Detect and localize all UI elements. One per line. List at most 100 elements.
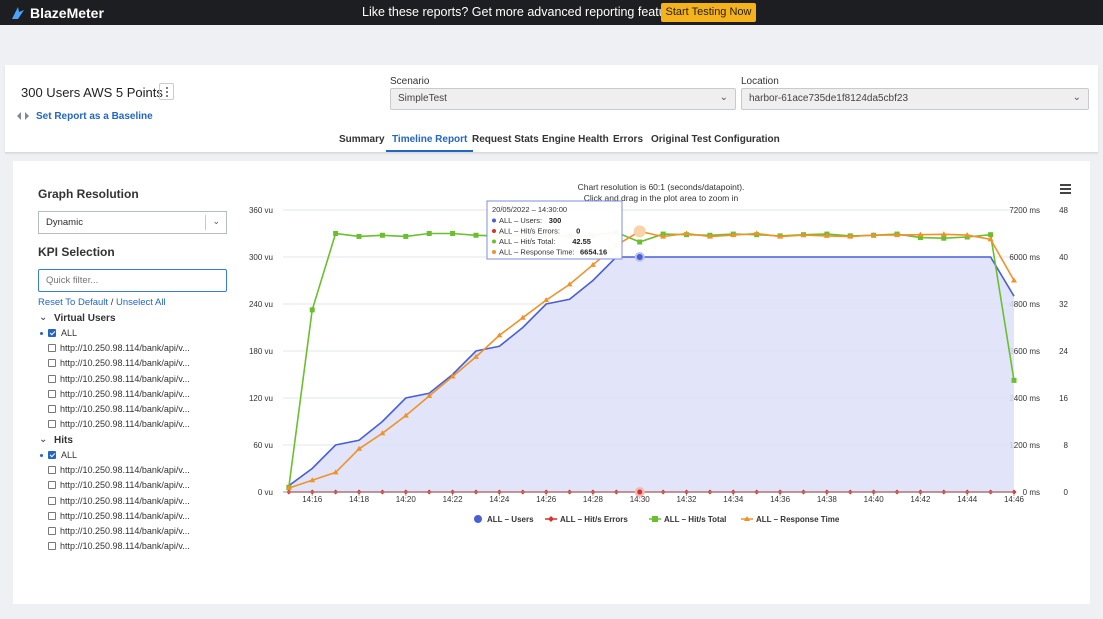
x-tick-label: 14:34 bbox=[723, 495, 744, 504]
hits-total-point bbox=[637, 239, 643, 245]
kpi-checkbox[interactable] bbox=[48, 481, 56, 490]
response-time-point bbox=[496, 332, 503, 338]
tooltip-label: ALL – Hit/s Total: bbox=[499, 237, 555, 246]
tooltip-value: 42.55 bbox=[572, 237, 591, 246]
set-baseline-link[interactable]: Set Report as a Baseline bbox=[16, 110, 153, 122]
tab-summary[interactable]: Summary bbox=[339, 134, 385, 145]
response-time-point bbox=[519, 314, 526, 320]
legend-marker-triangle bbox=[744, 516, 750, 521]
y-tick-left: 60 vu bbox=[253, 441, 273, 450]
kpi-checkbox[interactable] bbox=[48, 511, 56, 520]
errors-hover-point bbox=[637, 489, 643, 495]
tooltip-label: ALL – Hit/s Errors: bbox=[499, 227, 560, 236]
kpi-item-label: http://10.250.98.114/bank/api/v... bbox=[60, 373, 190, 384]
y-tick-right-ms: 3600 ms bbox=[1009, 347, 1040, 356]
chart-tooltip bbox=[486, 200, 623, 260]
y-tick-right-hits: 24 bbox=[1059, 347, 1068, 356]
y-tick-right-ms: 6000 ms bbox=[1009, 253, 1040, 262]
y-tick-right-ms: 0 ms bbox=[1023, 488, 1040, 497]
kpi-item-label: http://10.250.98.114/bank/api/v... bbox=[60, 541, 190, 552]
response-time-point bbox=[356, 445, 363, 451]
x-tick-label: 14:46 bbox=[1004, 495, 1025, 504]
chevron-down-icon[interactable]: ⌄ bbox=[39, 434, 48, 445]
kpi-checkbox[interactable] bbox=[48, 359, 56, 368]
tab-original-test-configuration[interactable]: Original Test Configuration bbox=[651, 134, 780, 145]
x-tick-label: 14:22 bbox=[443, 495, 464, 504]
kpi-item-label: http://10.250.98.114/bank/api/v... bbox=[60, 388, 190, 399]
kpi-group-title[interactable]: Virtual Users bbox=[54, 313, 116, 324]
tab-request-stats[interactable]: Request Stats bbox=[472, 134, 539, 145]
x-tick-label: 14:38 bbox=[817, 495, 838, 504]
chart-menu-icon bbox=[1060, 192, 1071, 194]
kpi-item-label: http://10.250.98.114/bank/api/v... bbox=[60, 495, 190, 506]
kpi-checkbox[interactable] bbox=[48, 405, 56, 413]
scenario-select[interactable]: SimpleTest ⌄ bbox=[390, 88, 736, 110]
response-time-point bbox=[426, 393, 433, 399]
hits-total-point bbox=[450, 231, 456, 236]
kpi-checkbox[interactable] bbox=[48, 466, 56, 475]
kpi-checkbox[interactable] bbox=[48, 496, 56, 505]
y-tick-right-hits: 32 bbox=[1059, 300, 1068, 309]
kpi-item-label: ALL bbox=[61, 450, 78, 460]
kpi-checkbox[interactable] bbox=[48, 420, 56, 429]
legend-marker-diamond bbox=[548, 516, 554, 522]
hits-total-point bbox=[309, 307, 315, 313]
legend-marker-square bbox=[652, 516, 658, 522]
response-time-point bbox=[566, 281, 573, 287]
tab-timeline-report[interactable]: Timeline Report bbox=[386, 134, 474, 152]
kpi-item-label: http://10.250.98.114/bank/api/v... bbox=[60, 510, 190, 521]
kpi-item-label: http://10.250.98.114/bank/api/v... bbox=[60, 358, 190, 369]
y-tick-right-hits: 0 bbox=[1064, 488, 1069, 497]
kpi-checkbox[interactable] bbox=[48, 374, 56, 383]
hits-total-point bbox=[379, 232, 385, 238]
start-testing-button[interactable]: Start Testing Now bbox=[661, 3, 756, 22]
y-tick-right-ms: 7200 ms bbox=[1009, 206, 1040, 215]
response-time-point bbox=[823, 232, 830, 238]
tooltip-bullet bbox=[492, 250, 496, 254]
tooltip-header: 20/05/2022 – 14:30:00 bbox=[492, 205, 567, 214]
chevron-down-icon: ⌄ bbox=[1072, 92, 1081, 103]
legend-label: ALL – Hit/s Errors bbox=[560, 515, 628, 524]
response-time-point bbox=[917, 231, 924, 237]
tab-engine-health[interactable]: Engine Health bbox=[542, 134, 609, 145]
kpi-checkbox[interactable] bbox=[48, 527, 56, 535]
tooltip-bullet bbox=[492, 239, 496, 244]
unselect-all-link[interactable]: Unselect All bbox=[115, 297, 166, 308]
tooltip-bullet bbox=[492, 218, 496, 223]
more-options-icon[interactable] bbox=[159, 83, 174, 100]
kpi-item-label: http://10.250.98.114/bank/api/v... bbox=[60, 480, 190, 491]
users-hover-point bbox=[636, 254, 643, 260]
kpi-checkbox[interactable] bbox=[48, 451, 56, 459]
y-tick-right-hits: 16 bbox=[1059, 394, 1068, 403]
hits-total-point bbox=[1011, 377, 1017, 383]
reset-to-default-link[interactable]: Reset To Default bbox=[38, 297, 109, 308]
graph-resolution-select[interactable]: Dynamic ⌄ bbox=[38, 211, 227, 234]
promo-text: Like these reports? Get more advanced re… bbox=[362, 5, 684, 19]
tab-errors[interactable]: Errors bbox=[613, 134, 644, 145]
logo-text: BlazeMeter bbox=[30, 5, 104, 21]
kpi-checkbox[interactable] bbox=[48, 329, 56, 337]
y-tick-left: 120 vu bbox=[249, 394, 273, 403]
tooltip-value: 300 bbox=[549, 216, 562, 225]
y-tick-right-ms: 2400 ms bbox=[1009, 394, 1040, 403]
x-tick-label: 14:30 bbox=[630, 495, 651, 504]
chevron-down-icon[interactable]: ⌄ bbox=[39, 312, 48, 323]
kpi-checkbox[interactable] bbox=[48, 344, 56, 353]
quick-filter-input[interactable] bbox=[38, 269, 227, 292]
kpi-item-label: ALL bbox=[61, 328, 78, 338]
kpi-checkbox[interactable] bbox=[48, 389, 56, 398]
kpi-group-title[interactable]: Hits bbox=[54, 435, 73, 446]
response-time-point bbox=[870, 232, 877, 238]
y-tick-left: 300 vu bbox=[249, 253, 273, 262]
response-time-point bbox=[589, 261, 596, 267]
location-select[interactable]: harbor-61ace735de1f8124da5cbf23 ⌄ bbox=[741, 88, 1089, 110]
response-time-point bbox=[964, 232, 971, 238]
kpi-checkbox[interactable] bbox=[48, 542, 56, 551]
response-time-point bbox=[894, 232, 901, 238]
chart-menu-icon bbox=[1060, 184, 1071, 186]
blazemeter-logo[interactable]: BlazeMeter bbox=[10, 4, 104, 22]
response-time-point bbox=[332, 469, 339, 475]
chart-subtitle: Chart resolution is 60:1 (seconds/datapo… bbox=[578, 182, 745, 192]
response-time-point bbox=[706, 233, 713, 239]
